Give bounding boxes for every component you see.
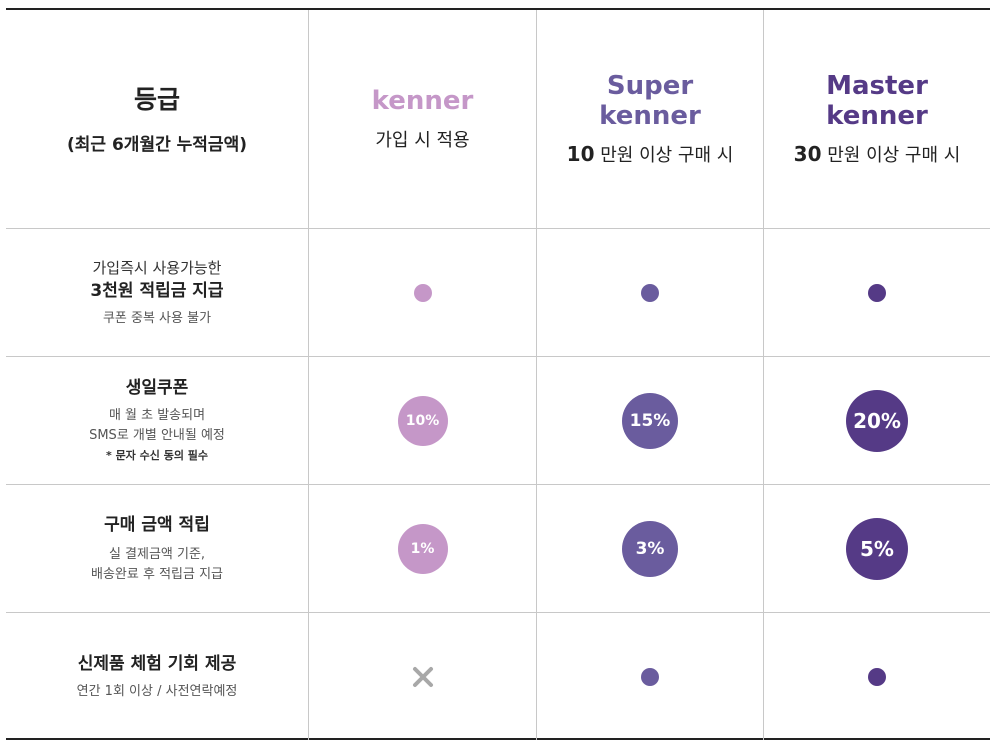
tier-condition: 가입 시 적용 [375,130,470,151]
benefit-value-kenner [308,613,536,740]
benefit-value-master-kenner: 5% [763,485,990,612]
percent-badge: 20% [846,389,908,452]
benefit-desc: 연간 1회 이상 / 사전연락예정 [76,683,238,699]
benefit-value-master-kenner: 20% [763,357,990,484]
tier-condition-text: 만원 이상 구매 시 [827,145,961,166]
benefit-value-super-kenner [536,229,763,356]
grade-header-cell: 등급 (최근 6개월간 누적금액) [6,10,308,228]
benefit-label-cell: 가입즉시 사용가능한 3천원 적립금 지급 쿠폰 중복 사용 불가 [6,229,308,356]
tier-master-kenner-header: Master kenner 30 만원 이상 구매 시 [763,10,990,228]
benefit-desc: 매 월 초 발송되며 [108,407,206,423]
benefit-label-cell: 신제품 체험 기회 제공 연간 1회 이상 / 사전연락예정 [6,613,308,740]
benefit-title: 신제품 체험 기회 제공 [77,653,237,674]
tier-condition: 10 만원 이상 구매 시 [567,141,734,167]
benefit-note: * 문자 수신 동의 필수 [105,448,209,462]
benefit-label-cell: 구매 금액 적립 실 결제금액 기준, 배송완료 후 적립금 지급 [6,485,308,612]
benefit-title: 구매 금액 적립 [104,514,210,535]
benefit-value-kenner: 10% [308,357,536,484]
percent-badge: 1% [397,523,448,574]
benefit-desc: 실 결제금액 기준, [108,546,206,562]
dot-icon [868,667,886,686]
benefit-desc: 배송완료 후 적립금 지급 [91,566,223,582]
grade-subtitle: (최근 6개월간 누적금액) [67,134,247,155]
cross-icon [412,666,433,687]
benefit-value-master-kenner [763,613,990,740]
percent-badge: 15% [622,392,678,449]
benefit-value-master-kenner [763,229,990,356]
tier-super-kenner-header: Super kenner 10 만원 이상 구매 시 [536,10,763,228]
benefit-title: 생일쿠폰 [125,377,189,398]
benefit-value-super-kenner: 3% [536,485,763,612]
dot-icon [868,283,886,302]
benefit-row-new-product-trial: 신제품 체험 기회 제공 연간 1회 이상 / 사전연락예정 [6,612,990,740]
benefit-row-birthday-coupon: 생일쿠폰 매 월 초 발송되며 SMS로 개별 안내될 예정 * 문자 수신 동… [6,356,990,484]
tier-condition: 30 만원 이상 구매 시 [794,141,961,167]
benefit-value-kenner [308,229,536,356]
tier-name-line2: kenner [826,101,928,131]
benefit-note: 쿠폰 중복 사용 불가 [102,310,212,326]
tier-name-line1: Master [826,71,928,101]
tier-name-line1: Super [606,71,694,101]
dot-icon [641,667,659,686]
benefit-row-purchase-points: 구매 금액 적립 실 결제금액 기준, 배송완료 후 적립금 지급 1% 3% … [6,484,990,612]
tier-condition-text: 만원 이상 구매 시 [600,145,734,166]
benefit-value-kenner: 1% [308,485,536,612]
benefit-value-super-kenner [536,613,763,740]
tier-name: kenner [371,86,474,116]
header-row: 등급 (최근 6개월간 누적금액) kenner 가입 시 적용 Super k… [6,10,990,228]
dot-icon [413,283,432,302]
tier-name-line2: kenner [599,101,701,131]
benefit-row-welcome-points: 가입즉시 사용가능한 3천원 적립금 지급 쿠폰 중복 사용 불가 [6,228,990,356]
percent-badge: 10% [397,395,448,446]
benefit-label-cell: 생일쿠폰 매 월 초 발송되며 SMS로 개별 안내될 예정 * 문자 수신 동… [6,357,308,484]
tier-condition-amount: 30 [793,142,822,166]
percent-badge: 3% [622,520,678,577]
membership-benefits-table: 등급 (최근 6개월간 누적금액) kenner 가입 시 적용 Super k… [6,8,990,740]
tier-kenner-header: kenner 가입 시 적용 [308,10,536,228]
benefit-line: 가입즉시 사용가능한 [92,258,222,277]
percent-badge: 5% [846,517,908,580]
benefit-title: 3천원 적립금 지급 [90,280,224,301]
grade-title: 등급 [133,84,180,114]
benefit-desc: SMS로 개별 안내될 예정 [89,427,225,443]
dot-icon [641,283,659,302]
benefit-value-super-kenner: 15% [536,357,763,484]
tier-condition-amount: 10 [566,142,595,166]
